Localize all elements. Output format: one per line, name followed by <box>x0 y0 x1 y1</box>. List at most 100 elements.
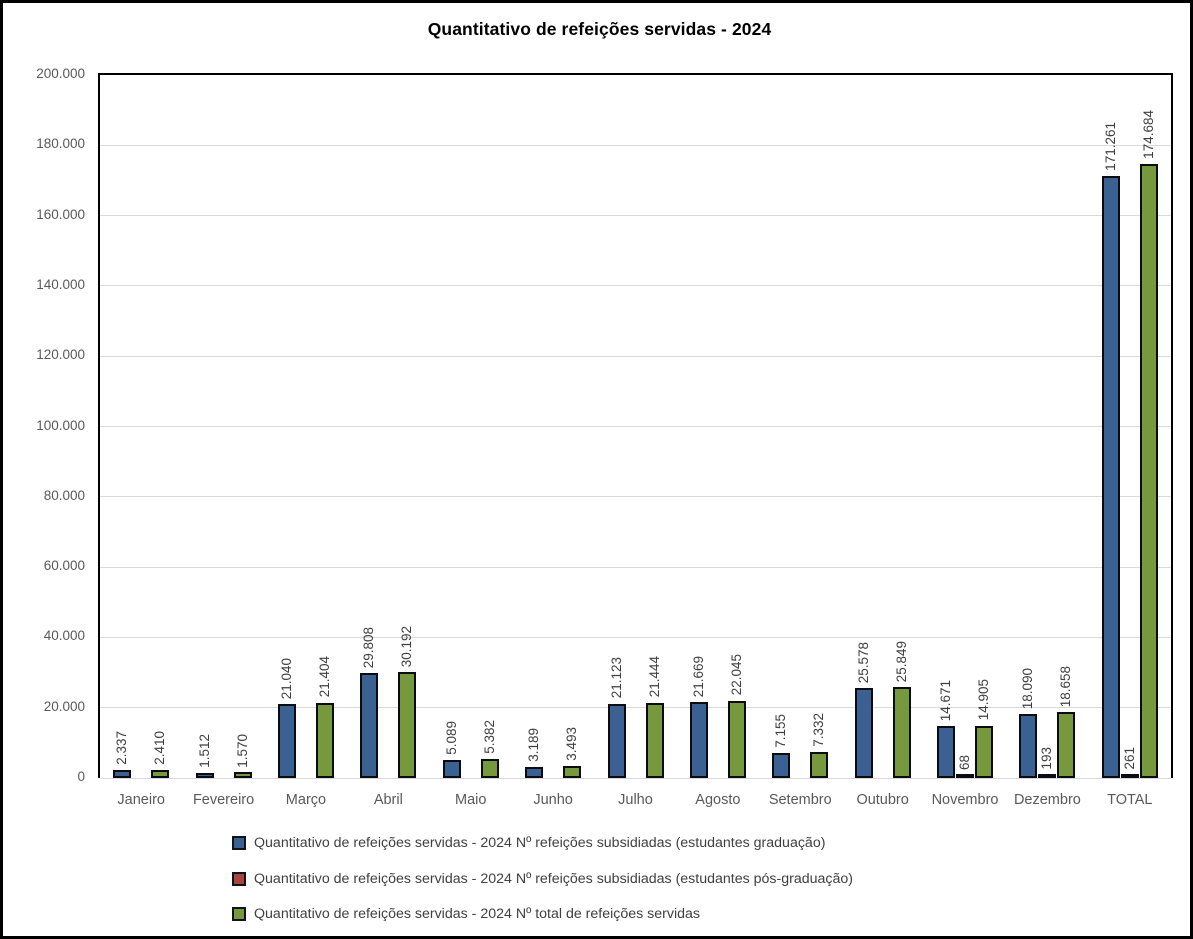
x-axis-category-label-novembro: Novembro <box>931 792 999 808</box>
bar-total-setembro <box>810 752 829 778</box>
bar-pos-graduacao-novembro <box>956 774 975 778</box>
value-label-pos-graduacao-total: 261 <box>1121 747 1137 770</box>
plot-area: 2.337 1.512 21.040 29.808 5.089 3.189 21.123 21… <box>98 73 1173 779</box>
bar-graduacao-setembro <box>772 752 791 778</box>
y-axis-tick-label-120.000: 120.000 <box>36 347 85 363</box>
bar-graduacao-julho <box>607 703 626 778</box>
gridline-40000 <box>100 636 1171 638</box>
bar-total-julho <box>645 702 664 778</box>
chart-title: Quantitativo de refeições servidas - 202… <box>427 19 772 39</box>
legend-label-pos-graduacao: Quantitativo de refeições servidas - 202… <box>254 870 854 887</box>
gridline-140000 <box>100 285 1171 287</box>
x-axis-category-label-dezembro: Dezembro <box>1013 792 1081 808</box>
gridline-20000 <box>100 707 1171 709</box>
x-axis-category-label-outubro: Outubro <box>856 792 909 808</box>
bar-graduacao-maio <box>442 760 461 778</box>
y-axis-tick-label-20.000: 20.000 <box>43 698 85 714</box>
x-axis-category-label-marco: Março <box>285 792 327 808</box>
value-label-graduacao-marco: 21.040 <box>278 657 294 700</box>
bar-total-agosto <box>727 700 746 778</box>
value-label-graduacao-dezembro: 18.090 <box>1020 668 1036 710</box>
value-label-total-dezembro: 18.658 <box>1058 666 1074 708</box>
y-axis-tick-label-140.000: 140.000 <box>36 276 85 292</box>
bar-graduacao-outubro <box>854 688 873 778</box>
gridline-180000 <box>100 144 1171 146</box>
value-label-pos-graduacao-dezembro: 193 <box>1039 747 1055 770</box>
value-label-graduacao-janeiro: 2.337 <box>114 731 130 765</box>
bar-pos-graduacao-total <box>1120 774 1139 778</box>
bar-total-outubro <box>892 687 911 778</box>
value-label-graduacao-setembro: 7.155 <box>773 714 789 748</box>
value-label-graduacao-abril: 29.808 <box>361 626 377 669</box>
bar-total-dezembro <box>1057 712 1076 778</box>
y-axis-tick-label-180.000: 180.000 <box>36 136 85 152</box>
value-label-pos-graduacao-novembro: 68 <box>957 754 973 770</box>
legend-item-total: Quantitativo de refeições servidas - 202… <box>232 905 700 923</box>
value-label-total-novembro: 14.905 <box>976 679 992 721</box>
x-axis-category-label-abril: Abril <box>373 792 403 808</box>
y-axis-tick-label-200.000: 200.000 <box>36 66 85 81</box>
legend-item-graduacao: Quantitativo de refeições servidas - 202… <box>232 834 825 852</box>
value-label-graduacao-junho: 3.189 <box>526 728 542 762</box>
bar-graduacao-agosto <box>689 701 708 778</box>
x-axis-category-label-julho: Julho <box>618 792 653 808</box>
value-label-total-setembro: 7.332 <box>811 713 827 748</box>
gridline-0 <box>100 778 1171 779</box>
value-label-total-julho: 21.444 <box>646 656 662 698</box>
value-label-total-outubro: 25.849 <box>893 640 909 683</box>
value-label-total-agosto: 22.045 <box>728 654 744 696</box>
bar-graduacao-abril <box>360 673 379 778</box>
bar-total-total <box>1139 164 1158 778</box>
y-axis-tick-label-0: 0 <box>77 769 85 784</box>
bar-graduacao-novembro <box>937 726 956 778</box>
bar-total-maio <box>480 759 499 778</box>
value-label-total-fevereiro: 1.570 <box>234 733 250 768</box>
bar-total-junho <box>563 765 582 778</box>
bar-graduacao-janeiro <box>113 769 132 778</box>
gridline-80000 <box>100 496 1171 498</box>
value-label-graduacao-outubro: 25.578 <box>855 641 871 684</box>
bar-graduacao-marco <box>277 704 296 778</box>
legend-swatch-pos-graduacao <box>232 871 246 886</box>
x-axis-category-label-junho: Junho <box>533 792 573 808</box>
legend-swatch-total <box>232 907 246 921</box>
value-label-graduacao-fevereiro: 1.512 <box>196 733 212 768</box>
plot-inner: 2.337 1.512 21.040 29.808 5.089 3.189 21.123 21… <box>100 75 1171 779</box>
x-axis-category-label-agosto: Agosto <box>695 792 741 808</box>
legend-swatch-graduacao <box>232 836 246 850</box>
bar-total-abril <box>398 671 417 778</box>
y-axis-tick-label-100.000: 100.000 <box>36 417 85 433</box>
x-axis-category-label-setembro: Setembro <box>768 792 832 808</box>
bar-total-janeiro <box>151 769 170 778</box>
value-label-graduacao-maio: 5.089 <box>443 721 459 756</box>
gridline-160000 <box>100 215 1171 217</box>
gridline-60000 <box>100 566 1171 568</box>
value-label-graduacao-agosto: 21.669 <box>690 655 706 697</box>
y-axis-tick-label-60.000: 60.000 <box>43 558 85 574</box>
x-axis-category-label-total: TOTAL <box>1107 792 1153 808</box>
value-label-total-junho: 3.493 <box>564 726 580 761</box>
bar-total-novembro <box>975 725 994 778</box>
bar-total-fevereiro <box>233 772 252 778</box>
x-axis-category-label-maio: Maio <box>455 792 487 808</box>
value-label-total-marco: 21.404 <box>316 656 332 698</box>
value-label-graduacao-novembro: 14.671 <box>938 680 954 722</box>
value-label-total-total: 174.684 <box>1140 110 1156 159</box>
bar-pos-graduacao-dezembro <box>1038 774 1057 778</box>
legend-label-graduacao: Quantitativo de refeições servidas - 202… <box>254 835 826 851</box>
value-label-graduacao-total: 171.261 <box>1102 122 1118 172</box>
value-label-total-abril: 30.192 <box>399 625 415 667</box>
gridline-120000 <box>100 355 1171 357</box>
gridline-100000 <box>100 426 1171 427</box>
value-label-total-maio: 5.382 <box>481 720 497 755</box>
value-label-total-janeiro: 2.410 <box>152 730 168 765</box>
y-axis-tick-label-80.000: 80.000 <box>43 487 85 503</box>
y-axis-tick-label-40.000: 40.000 <box>43 628 85 644</box>
bar-graduacao-total <box>1101 176 1120 778</box>
legend-label-total: Quantitativo de refeições servidas - 202… <box>254 906 701 922</box>
bar-graduacao-dezembro <box>1019 714 1038 778</box>
x-axis-category-label-janeiro: Janeiro <box>117 792 165 808</box>
bar-graduacao-fevereiro <box>195 772 214 778</box>
legend-item-pos-graduacao: Quantitativo de refeições servidas - 202… <box>232 870 853 888</box>
value-label-graduacao-julho: 21.123 <box>608 657 624 699</box>
